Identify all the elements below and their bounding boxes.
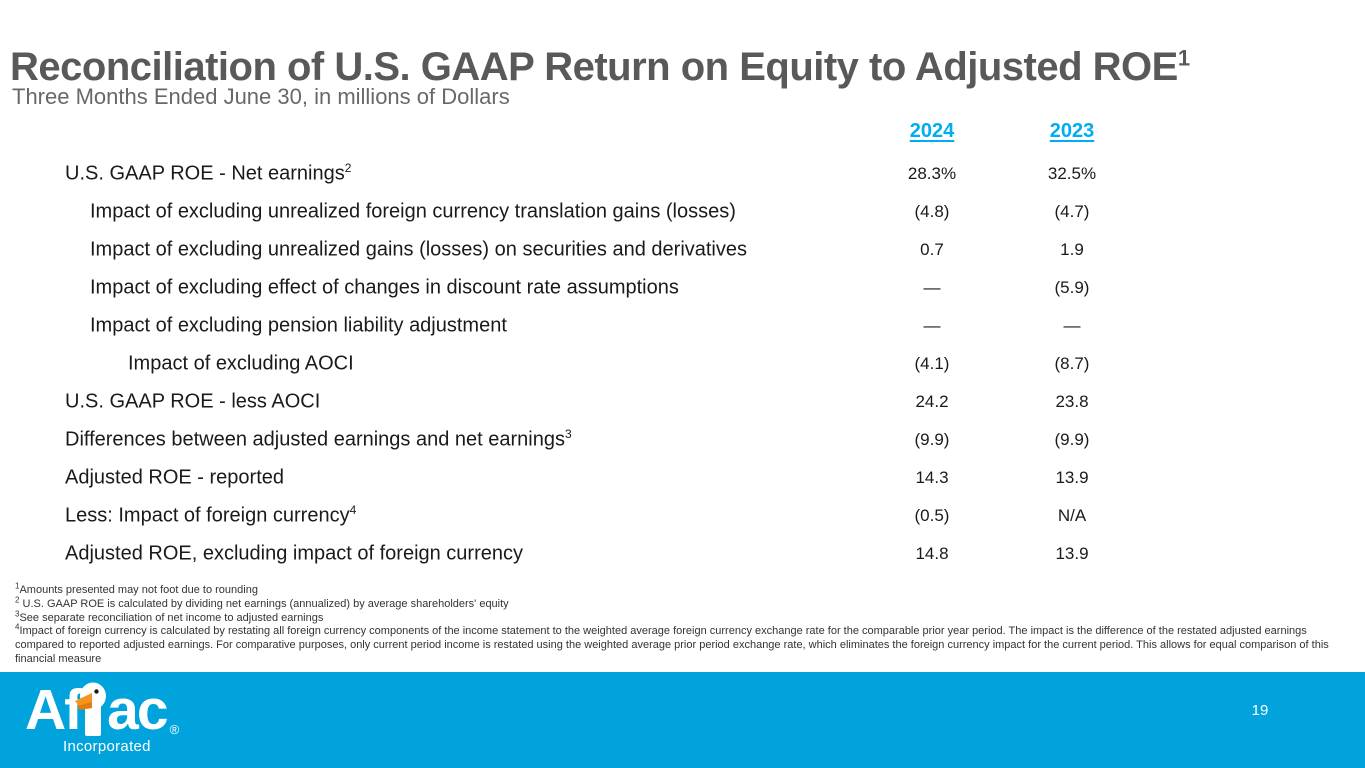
row-label: Impact of excluding pension liability ad… xyxy=(90,315,507,338)
value-2024: — xyxy=(923,316,941,335)
row-label-text: Impact of excluding pension liability ad… xyxy=(90,314,507,337)
row-label-text: Less: Impact of foreign currency xyxy=(65,504,350,527)
value-2024: 24.2 xyxy=(915,392,949,411)
row-label: U.S. GAAP ROE - Net earnings2 xyxy=(65,160,352,186)
value-2024: (9.9) xyxy=(914,430,950,449)
value-2023: (4.7) xyxy=(1054,202,1090,221)
column-header-2024: 2024 xyxy=(909,120,955,142)
value-2023: 32.5% xyxy=(1047,164,1097,183)
value-2024: 14.3 xyxy=(915,468,949,487)
row-label: Impact of excluding unrealized gains (lo… xyxy=(90,239,747,262)
table-row: Less: Impact of foreign currency4 (0.5) … xyxy=(0,497,1365,535)
roe-table-body: U.S. GAAP ROE - Net earnings2 28.3% 32.5… xyxy=(0,155,1365,573)
footnote-ref: 3 xyxy=(15,608,20,618)
table-row: Impact of excluding pension liability ad… xyxy=(0,307,1365,345)
footnote: 4Impact of foreign currency is calculate… xyxy=(15,622,1357,666)
row-label-text: Impact of excluding unrealized foreign c… xyxy=(90,200,736,223)
table-row: U.S. GAAP ROE - Net earnings2 28.3% 32.5… xyxy=(0,155,1365,193)
table-row: Differences between adjusted earnings an… xyxy=(0,421,1365,459)
table-row: Impact of excluding AOCI (4.1) (8.7) xyxy=(0,345,1365,383)
value-2023: (9.9) xyxy=(1054,430,1090,449)
table-row: Adjusted ROE, excluding impact of foreig… xyxy=(0,535,1365,573)
value-2023: 1.9 xyxy=(1060,240,1084,259)
aflac-logo: Af ac ® Incorporated xyxy=(25,680,179,755)
table-row: U.S. GAAP ROE - less AOCI 24.2 23.8 xyxy=(0,383,1365,421)
row-label-text: Impact of excluding unrealized gains (lo… xyxy=(90,238,748,261)
value-2023: N/A xyxy=(1057,506,1087,525)
footnotes: 1Amounts presented may not foot due to r… xyxy=(15,581,1357,667)
footnote-ref: 2 xyxy=(15,595,20,605)
row-label: Impact of excluding effect of changes in… xyxy=(90,277,679,300)
row-label-text: Impact of excluding AOCI xyxy=(128,352,354,375)
footnote-text: See separate reconciliation of net incom… xyxy=(19,611,324,624)
value-2024: 14.8 xyxy=(915,544,949,563)
value-2023: 13.9 xyxy=(1055,544,1089,563)
aflac-duck-icon xyxy=(75,682,107,736)
footnote-text: Amounts presented may not foot due to ro… xyxy=(19,584,258,596)
row-label: Impact of excluding unrealized foreign c… xyxy=(90,201,736,224)
row-label-text: Impact of excluding effect of changes in… xyxy=(90,276,679,299)
footnote-ref: 4 xyxy=(15,622,20,632)
row-label-text: U.S. GAAP ROE - Net earnings xyxy=(65,162,345,185)
value-2023: — xyxy=(1063,316,1081,335)
row-label-text: Differences between adjusted earnings an… xyxy=(65,428,565,451)
row-label: Less: Impact of foreign currency4 xyxy=(65,502,357,528)
footnote: 3See separate reconciliation of net inco… xyxy=(15,608,1357,626)
footnote: 2 U.S. GAAP ROE is calculated by dividin… xyxy=(15,595,1357,612)
row-label-text: Adjusted ROE, excluding impact of foreig… xyxy=(65,542,523,565)
row-footnote-ref: 2 xyxy=(344,160,352,175)
registered-mark-icon: ® xyxy=(169,722,180,738)
value-2023: (8.7) xyxy=(1054,354,1090,373)
page-title-footnote-ref: 1 xyxy=(1177,45,1190,71)
page-title: Reconciliation of U.S. GAAP Return on Eq… xyxy=(10,45,1190,90)
page-title-text: Reconciliation of U.S. GAAP Return on Eq… xyxy=(10,44,1178,89)
row-label-text: U.S. GAAP ROE - less AOCI xyxy=(65,390,321,413)
footnote-ref: 1 xyxy=(15,581,20,591)
footnote: 1Amounts presented may not foot due to r… xyxy=(15,581,1357,598)
value-2024: (4.8) xyxy=(914,202,950,221)
logo-text-left: Af xyxy=(25,678,83,743)
value-2023: (5.9) xyxy=(1054,278,1090,297)
row-label: U.S. GAAP ROE - less AOCI xyxy=(65,391,320,414)
table-row: Adjusted ROE - reported 14.3 13.9 xyxy=(0,459,1365,497)
row-label-text: Adjusted ROE - reported xyxy=(65,466,284,489)
row-footnote-ref: 3 xyxy=(564,426,572,441)
aflac-logotype: Af ac ® xyxy=(25,678,180,743)
row-label: Differences between adjusted earnings an… xyxy=(65,426,572,452)
logo-text-right: ac xyxy=(107,678,168,743)
page-number: 19 xyxy=(1251,702,1269,719)
row-footnote-ref: 4 xyxy=(349,502,357,517)
column-header-2023: 2023 xyxy=(1049,120,1095,142)
footer-band: Af ac ® Incorporated 19 xyxy=(0,672,1365,768)
value-2024: (0.5) xyxy=(914,506,950,525)
value-2023: 13.9 xyxy=(1055,468,1089,487)
value-2024: 28.3% xyxy=(907,164,957,183)
table-header-row: 2024 2023 xyxy=(0,120,1365,148)
footnote-text: Impact of foreign currency is calculated… xyxy=(15,625,1329,665)
logo-subtext: Incorporated xyxy=(63,738,151,755)
value-2023: 23.8 xyxy=(1055,392,1089,411)
row-label: Adjusted ROE, excluding impact of foreig… xyxy=(65,543,523,566)
footnote-text: U.S. GAAP ROE is calculated by dividing … xyxy=(19,597,509,610)
row-label: Impact of excluding AOCI xyxy=(128,353,354,376)
value-2024: — xyxy=(923,278,941,297)
table-row: Impact of excluding unrealized gains (lo… xyxy=(0,231,1365,269)
table-row: Impact of excluding unrealized foreign c… xyxy=(0,193,1365,231)
value-2024: 0.7 xyxy=(920,240,944,259)
subtitle: Three Months Ended June 30, in millions … xyxy=(12,84,510,109)
row-label: Adjusted ROE - reported xyxy=(65,467,284,490)
table-row: Impact of excluding effect of changes in… xyxy=(0,269,1365,307)
value-2024: (4.1) xyxy=(914,354,950,373)
